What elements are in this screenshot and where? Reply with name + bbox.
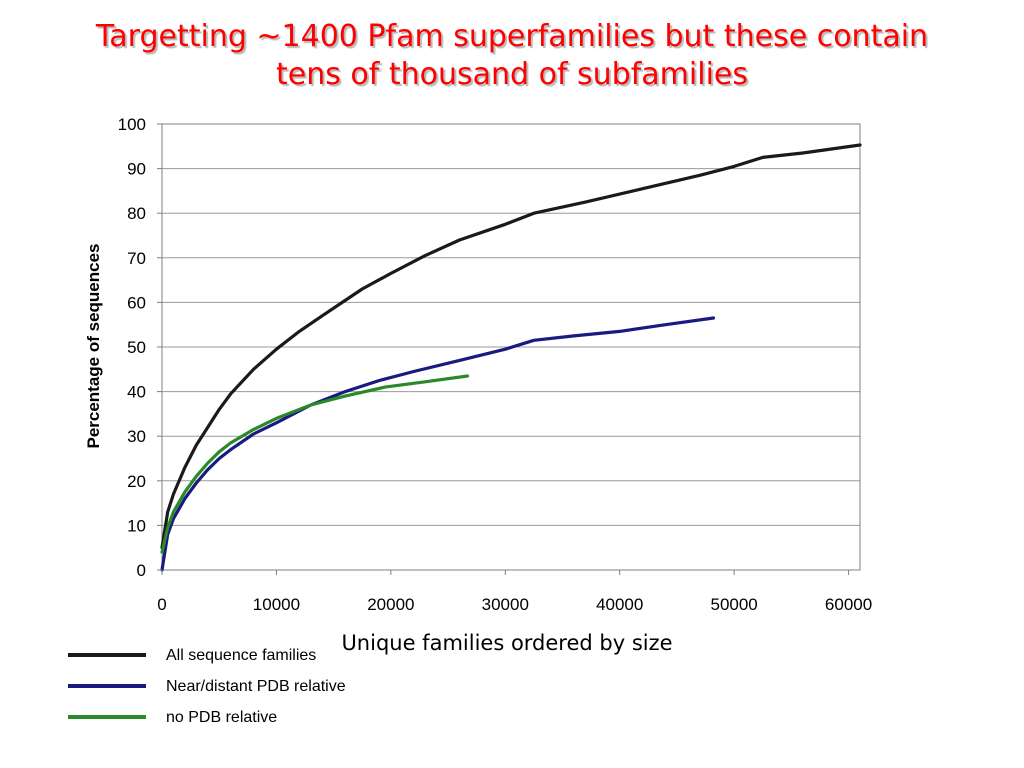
x-tick-label: 40000: [596, 595, 643, 614]
slide-title-line-2: tens of thousand of subfamilies: [275, 57, 748, 92]
y-tick-label: 80: [127, 204, 146, 223]
y-tick-label: 50: [127, 338, 146, 357]
series-line: [160, 374, 470, 554]
x-tick-label: 10000: [253, 595, 300, 614]
x-tick-label: 20000: [367, 595, 414, 614]
legend-label: no PDB relative: [166, 709, 278, 726]
y-tick-label: 40: [127, 383, 146, 402]
x-tick-label: 30000: [482, 595, 529, 614]
y-tick-label: 100: [118, 115, 146, 134]
x-tick-label: 60000: [825, 595, 872, 614]
series-line: [160, 143, 862, 550]
x-axis-label: Unique families ordered by size: [341, 631, 673, 655]
x-tick-label: 50000: [710, 595, 757, 614]
slide-title-line-1: Targetting ~1400 Pfam superfamilies but …: [95, 19, 929, 54]
y-tick-label: 10: [127, 516, 146, 535]
x-tick-label: 0: [157, 595, 166, 614]
y-tick-label: 0: [137, 561, 146, 580]
x-axis-ticks: 0 10000 20000 30000 40000 50000 60000: [157, 570, 872, 614]
y-tick-label: 30: [127, 427, 146, 446]
legend-swatch: [68, 653, 146, 657]
legend-swatch: [68, 684, 146, 688]
y-axis-ticks: 0 10 20 30 40 50 60 70 80 90 100: [118, 115, 162, 580]
legend-swatch: [68, 715, 146, 719]
y-tick-label: 20: [127, 472, 146, 491]
y-axis-label: Percentage of sequences: [84, 243, 103, 448]
y-tick-label: 90: [127, 160, 146, 179]
legend-label: All sequence families: [166, 647, 317, 664]
y-tick-label: 70: [127, 249, 146, 268]
line-chart: 0 10 20 30 40 50 60 70 80 90 100 0 10000 20000 30000 4…: [84, 115, 872, 614]
slide-title: Targetting ~1400 Pfam superfamilies but …: [0, 18, 1024, 94]
series-line: [160, 316, 716, 572]
legend-label: Near/distant PDB relative: [166, 678, 346, 695]
y-tick-label: 60: [127, 293, 146, 312]
series-lines: [160, 143, 862, 572]
